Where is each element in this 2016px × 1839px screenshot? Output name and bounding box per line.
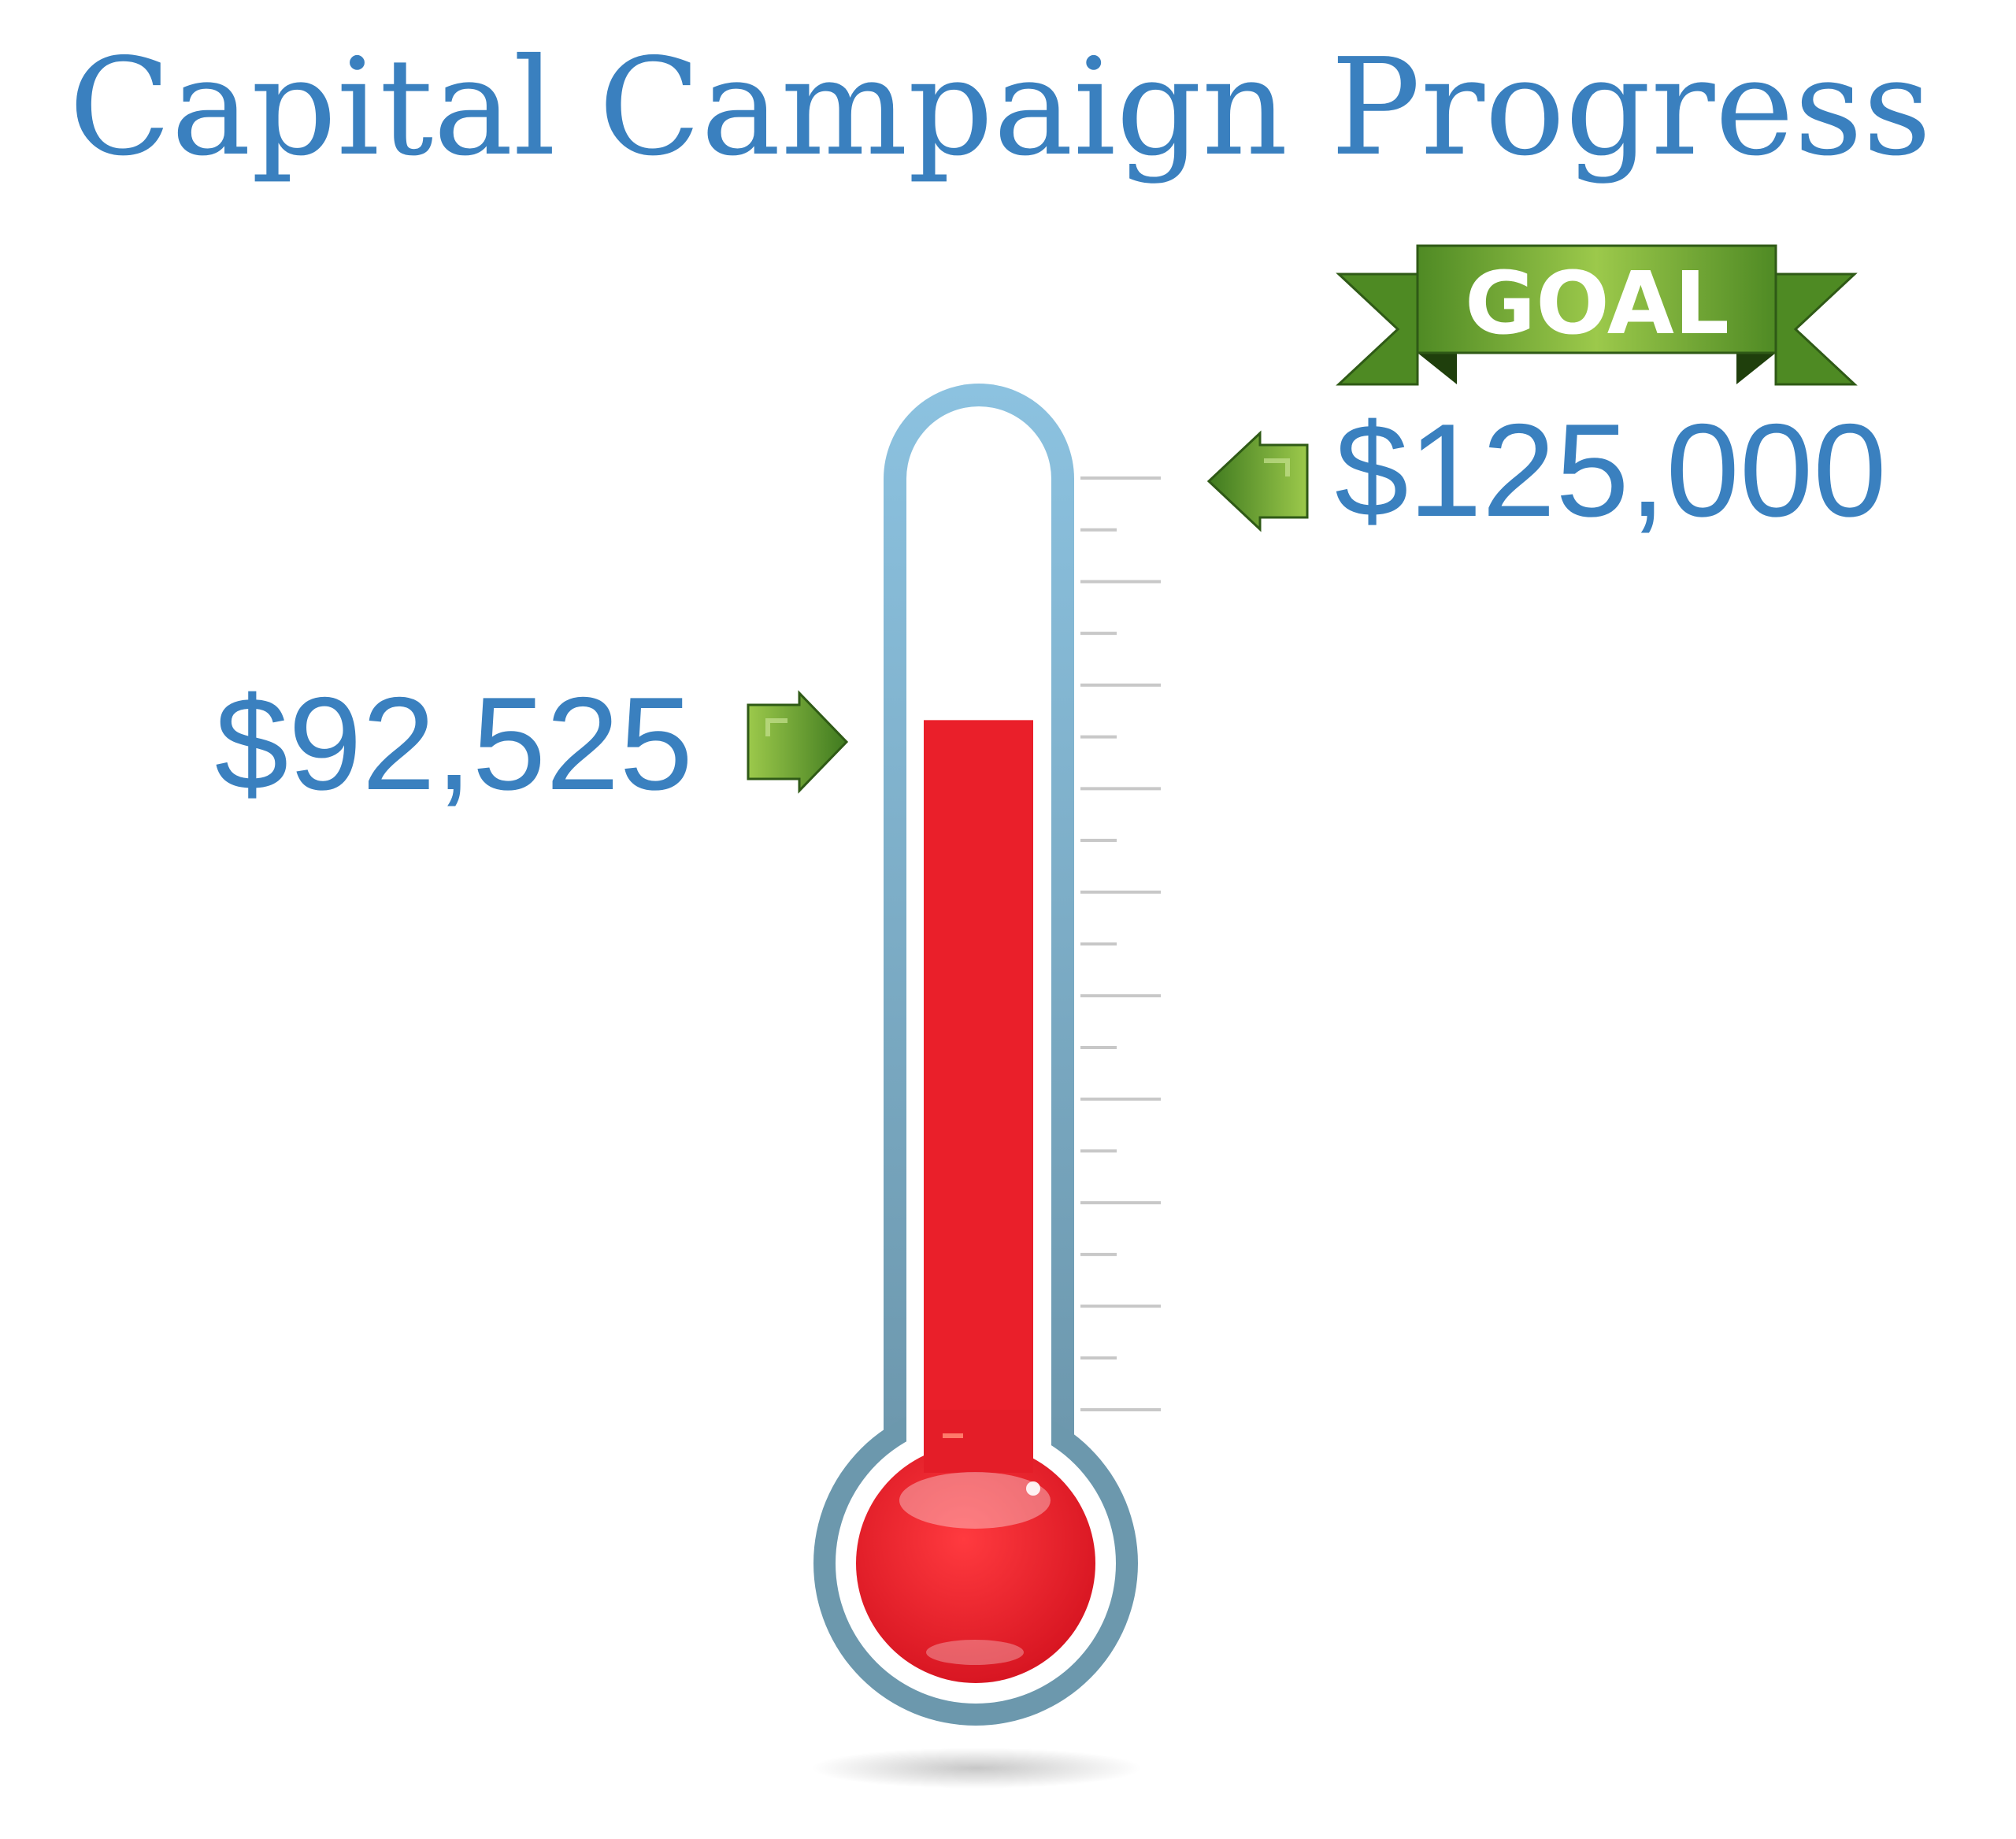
goal-arrow-icon	[1206, 430, 1309, 532]
current-arrow-icon	[747, 690, 849, 794]
mercury-bulb	[856, 1444, 1095, 1683]
goal-amount-label: $125,000	[1335, 396, 1887, 544]
current-amount-label: $92,525	[215, 669, 693, 818]
bulb-highlight-bottom	[926, 1640, 1024, 1665]
bulb-highlight-top	[899, 1472, 1051, 1529]
bulb-neck	[924, 1410, 1033, 1473]
goal-ribbon	[1336, 244, 1858, 386]
chart-title: Capital Campaign Progress	[69, 30, 1931, 186]
thermometer-shadow	[811, 1748, 1142, 1789]
bulb-neck-reflection	[943, 1433, 963, 1438]
bulb-sparkle	[1026, 1481, 1040, 1496]
scale-ticks	[1080, 476, 1161, 1411]
goal-badge-label: GOAL	[1465, 253, 1729, 354]
mercury-column	[924, 720, 1033, 1473]
